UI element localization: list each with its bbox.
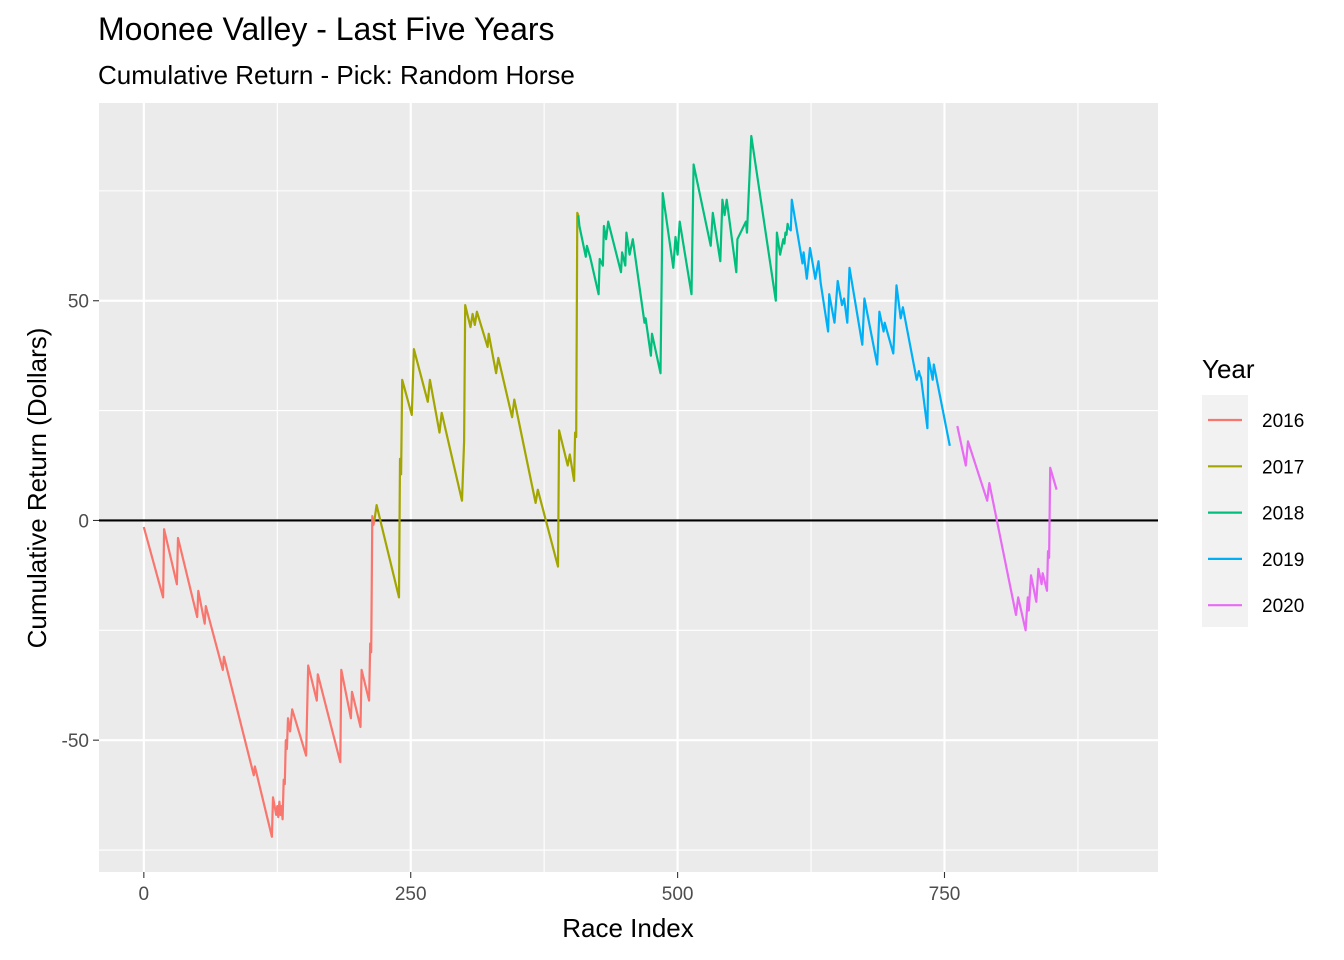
x-tick-label: 750 <box>929 884 961 905</box>
series-line-2018 <box>577 134 790 375</box>
x-axis-ticks: 0 250 500 750 <box>139 872 961 905</box>
legend-label-2016: 2016 <box>1262 411 1304 432</box>
chart-title: Moonee Valley - Last Five Years <box>98 11 555 47</box>
series-line-2019 <box>787 198 951 447</box>
y-axis-ticks: -50 0 50 <box>62 292 99 752</box>
y-tick-label: -50 <box>62 731 89 752</box>
x-tick-label: 500 <box>662 884 694 905</box>
series-line-2016 <box>142 514 376 838</box>
x-tick-label: 250 <box>395 884 427 905</box>
plot-panel <box>99 103 1158 872</box>
x-tick-label: 0 <box>139 884 150 905</box>
y-tick-label: 50 <box>68 292 89 313</box>
x-axis-title: Race Index <box>562 913 694 943</box>
y-tick-label: 0 <box>78 511 89 532</box>
legend: Year 2016 2017 2018 2019 2020 <box>1202 354 1304 627</box>
series-line-2017 <box>373 211 580 599</box>
y-axis-title: Cumulative Return (Dollars) <box>22 328 52 649</box>
legend-key-background <box>1202 395 1248 627</box>
legend-label-2019: 2019 <box>1262 550 1304 571</box>
legend-label-2020: 2020 <box>1262 596 1304 617</box>
chart-subtitle: Cumulative Return - Pick: Random Horse <box>98 60 575 90</box>
series-lines <box>142 134 1058 838</box>
legend-title: Year <box>1202 354 1255 384</box>
series-line-2020 <box>956 425 1058 632</box>
legend-label-2018: 2018 <box>1262 504 1304 525</box>
legend-label-2017: 2017 <box>1262 457 1304 478</box>
